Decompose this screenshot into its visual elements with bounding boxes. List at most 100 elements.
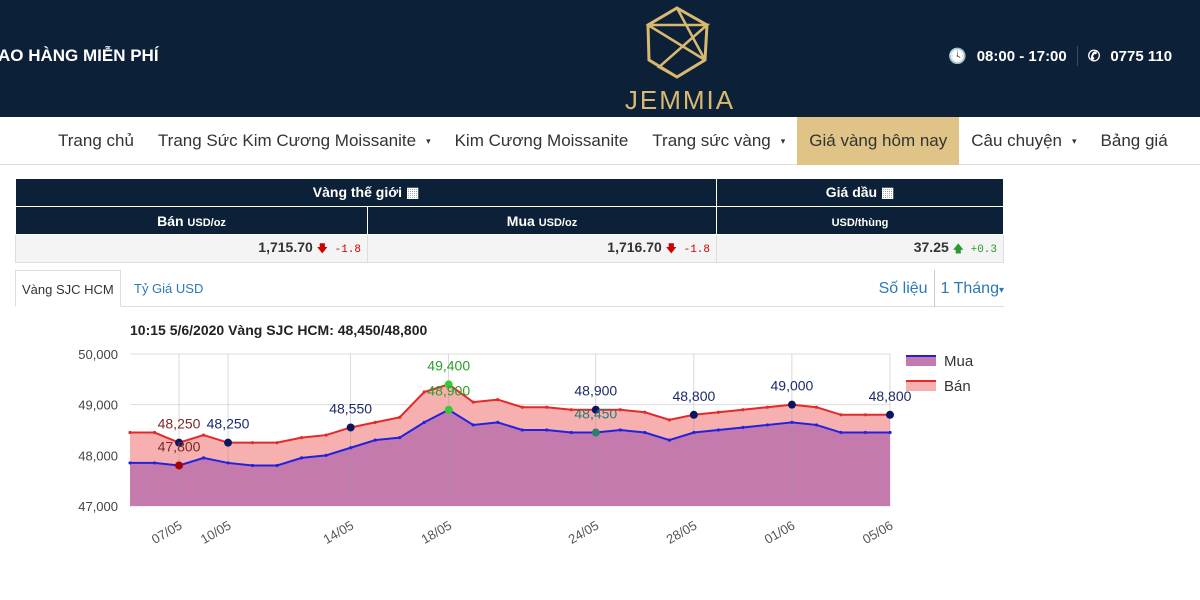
data-point xyxy=(520,405,524,409)
business-hours: 08:00 - 17:00 xyxy=(976,47,1067,65)
line-sell xyxy=(130,383,890,444)
logo-text: JEMMIA xyxy=(624,85,736,115)
data-point xyxy=(643,410,647,414)
highlight-marker xyxy=(787,400,796,409)
data-point xyxy=(569,430,573,435)
highlight-marker xyxy=(175,438,184,447)
legend-label: Mua xyxy=(944,353,974,370)
jemmia-logo[interactable]: JEMMIA xyxy=(615,5,745,115)
data-label: 48,800 xyxy=(672,388,715,404)
y-tick-label: 49,000 xyxy=(78,398,118,413)
data-point xyxy=(520,428,524,432)
highlight-marker xyxy=(224,438,233,447)
x-tick-label: 18/05 xyxy=(419,518,455,547)
data-point xyxy=(496,398,500,402)
data-point xyxy=(716,410,720,414)
data-point xyxy=(839,413,843,417)
world-gold-header: Vàng thế giới ▦ xyxy=(15,178,717,207)
phone-icon: ✆ xyxy=(1087,48,1101,65)
site-header: AO HÀNG MIỄN PHÍ JEMMIA 🕓 08:00 - 17:00 … xyxy=(0,0,1200,117)
legend-label: Bán xyxy=(944,378,971,395)
data-point xyxy=(741,425,745,430)
data-point xyxy=(349,446,353,450)
nav-label: Câu chuyện xyxy=(971,130,1062,150)
sell-price: 1,715.70 🡇 -1.8 xyxy=(15,234,368,263)
nav-moissanite-diamond[interactable]: Kim Cương Moissanite xyxy=(443,117,641,165)
nav-home[interactable]: Trang chủ xyxy=(46,117,146,165)
range-select[interactable]: 1 Tháng▾ xyxy=(940,279,1004,297)
data-point xyxy=(863,430,868,435)
free-shipping-text: AO HÀNG MIỄN PHÍ xyxy=(0,46,159,65)
data-point xyxy=(201,456,206,460)
data-point xyxy=(422,390,426,394)
data-point xyxy=(324,433,328,437)
data-point xyxy=(128,461,132,465)
y-tick-label: 50,000 xyxy=(78,347,118,362)
data-point xyxy=(863,413,868,417)
nav-price-list[interactable]: Bảng giá xyxy=(1089,117,1180,165)
highlight-marker xyxy=(175,461,184,470)
line-buy xyxy=(130,408,890,467)
data-point xyxy=(643,430,647,435)
tab-usd-rate[interactable]: Tỷ Giá USD xyxy=(134,281,204,296)
price-table: Vàng thế giới ▦ Giá dầu ▦ Bán USD/oz Mua… xyxy=(15,178,1004,263)
data-point xyxy=(152,430,157,435)
data-point xyxy=(765,423,770,427)
x-tick-label: 01/06 xyxy=(762,518,798,547)
data-point xyxy=(839,430,843,435)
data-point xyxy=(667,438,671,442)
data-point xyxy=(471,423,475,427)
nav-stories[interactable]: Câu chuyện ▾ xyxy=(959,117,1088,165)
data-point xyxy=(300,456,304,460)
data-point xyxy=(373,420,377,424)
nav-gold-jewelry[interactable]: Trang sức vàng ▾ xyxy=(640,117,797,165)
data-label: 48,800 xyxy=(869,388,912,404)
highlight-marker xyxy=(346,423,355,432)
data-point xyxy=(398,436,402,440)
data-label: 49,000 xyxy=(771,378,814,394)
data-label: 48,900 xyxy=(427,383,470,399)
data-point xyxy=(398,415,402,419)
data-point xyxy=(422,420,426,424)
data-point xyxy=(545,405,549,409)
chevron-down-icon: ▾ xyxy=(780,136,786,147)
highlight-marker xyxy=(591,405,600,414)
data-point xyxy=(471,400,475,404)
data-label: 49,400 xyxy=(427,357,470,373)
highlight-marker xyxy=(886,410,894,419)
phone-number[interactable]: 0775 110 xyxy=(1110,47,1173,65)
x-tick-label: 05/06 xyxy=(860,518,896,547)
data-point xyxy=(128,430,132,435)
chart-icon: ▦ xyxy=(405,184,420,200)
nav-gold-price-today[interactable]: Giá vàng hôm nay xyxy=(797,116,960,165)
data-point xyxy=(667,418,671,422)
data-point xyxy=(790,420,794,424)
highlight-marker xyxy=(444,380,453,389)
data-point xyxy=(618,408,622,412)
nav-moissanite-jewelry[interactable]: Trang Sức Kim Cương Moissanite ▾ xyxy=(146,117,443,165)
sell-header: Bán USD/oz xyxy=(15,206,368,235)
nav-label: Trang sức vàng xyxy=(652,130,771,150)
legend-swatch xyxy=(906,356,936,366)
y-tick-label: 48,000 xyxy=(78,448,118,463)
data-point xyxy=(569,408,573,412)
x-tick-label: 28/05 xyxy=(664,518,700,547)
oil-price: 37.25 🡅 +0.3 xyxy=(716,234,1004,263)
chart-title: 10:15 5/6/2020 Vàng SJC HCM: 48,450/48,8… xyxy=(130,322,428,338)
chart-tabs: Vàng SJC HCM Tỷ Giá USD Số liệu 1 Tháng▾ xyxy=(15,270,1004,307)
oil-unit: USD/thùng xyxy=(716,206,1004,235)
y-tick-label: 47,000 xyxy=(78,499,118,514)
chevron-down-icon: ▾ xyxy=(1072,136,1077,147)
data-label: 48,550 xyxy=(329,400,372,416)
data-label: 48,450 xyxy=(574,406,617,422)
nav-label: Bảng giá xyxy=(1100,130,1168,150)
chevron-down-icon: ▾ xyxy=(426,136,431,147)
tab-sjc-gold[interactable]: Vàng SJC HCM xyxy=(15,270,121,307)
data-point xyxy=(152,461,157,465)
highlight-marker xyxy=(689,410,698,419)
nav-label: Trang chủ xyxy=(58,130,134,150)
data-point xyxy=(814,405,819,409)
data-link[interactable]: Số liệu xyxy=(878,279,928,297)
oil-header: Giá dầu ▦ xyxy=(716,178,1004,207)
